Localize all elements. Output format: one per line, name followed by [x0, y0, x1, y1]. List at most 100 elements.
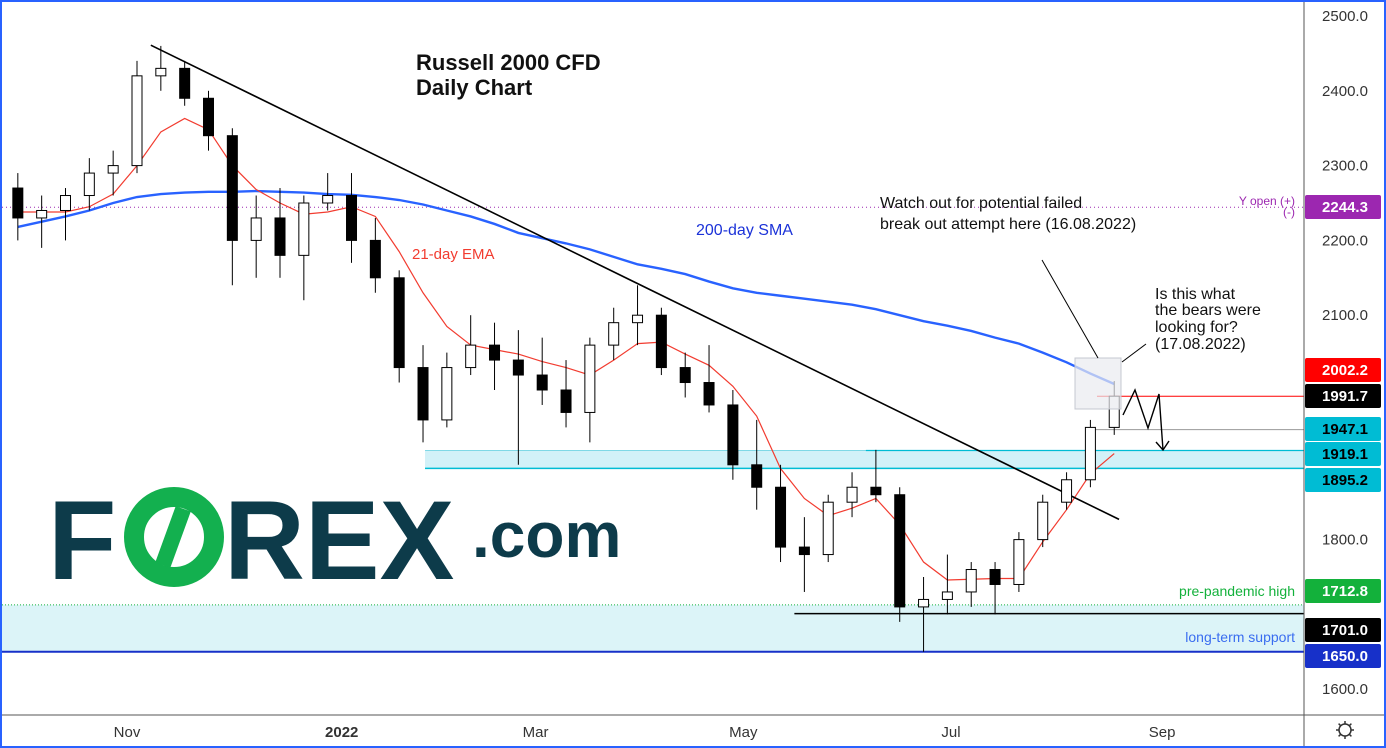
- price-badge: [1305, 468, 1381, 492]
- candle-body: [83, 172, 95, 197]
- candle-body: [989, 569, 1001, 585]
- price-badge: [1305, 442, 1381, 466]
- time-axis[interactable]: [2, 715, 1384, 746]
- price-badge-label: 1947.1: [1322, 421, 1368, 438]
- candle-body: [59, 195, 71, 211]
- candle-body: [655, 314, 667, 369]
- price-badge: [1305, 579, 1381, 603]
- price-badge: [1305, 195, 1381, 219]
- candle-body: [465, 344, 477, 369]
- pre-pandemic-high-label: pre-pandemic high: [1179, 583, 1295, 599]
- candle-body: [775, 486, 787, 548]
- time-tick-label: 2022: [325, 724, 358, 741]
- projected-path-arrow: [1122, 388, 1164, 451]
- candle-body: [941, 591, 953, 600]
- candle-body: [560, 389, 572, 413]
- candle-body: [417, 367, 429, 421]
- price-tick-label: 2200.0: [1322, 232, 1368, 249]
- chart-subtitle: Daily Chart: [416, 75, 533, 100]
- price-badge-label: 1919.1: [1322, 446, 1368, 463]
- candle-body: [346, 195, 358, 241]
- time-tick-label: May: [729, 724, 758, 741]
- candle-body: [274, 217, 286, 256]
- candle-body: [1061, 479, 1073, 503]
- annotation-note-2-line2: the bears were: [1155, 302, 1261, 319]
- annotation-pointer-2: [1121, 343, 1147, 363]
- price-tick-label: 2400.0: [1322, 83, 1368, 100]
- logo-o-icon: [124, 487, 224, 587]
- price-badge: [1305, 417, 1381, 441]
- y-open-label: Y open (+): [1239, 194, 1295, 208]
- candle-body: [393, 277, 405, 369]
- candle-body: [369, 239, 381, 279]
- sma-200-line: [17, 189, 1115, 386]
- y-open-label-minus: (-): [1283, 205, 1295, 219]
- downtrend-line: [150, 44, 1120, 521]
- long-term-support-zone: [2, 604, 1304, 652]
- annotation-note-1-line2: break out attempt here (16.08.2022): [880, 216, 1136, 233]
- candle-body: [1013, 539, 1025, 585]
- gear-icon[interactable]: [1336, 721, 1354, 739]
- candle-body: [608, 322, 620, 346]
- candle-body: [203, 97, 215, 137]
- forex-logo: F REX .com: [48, 478, 621, 603]
- candle-body: [679, 367, 691, 384]
- price-tick-label: 2100.0: [1322, 307, 1368, 324]
- price-badge-label: 1895.2: [1322, 472, 1368, 489]
- time-tick-label: Nov: [114, 724, 141, 741]
- candle-body: [36, 209, 48, 219]
- candle-body: [894, 494, 906, 608]
- candle-body: [536, 374, 548, 391]
- time-tick-label: Jul: [941, 724, 960, 741]
- annotation-note-2-line4: (17.08.2022): [1155, 336, 1246, 353]
- candle-body: [12, 187, 24, 219]
- candle-body: [179, 67, 191, 99]
- candle-body: [846, 486, 858, 503]
- arrow-head-icon: [1155, 440, 1170, 452]
- candle-body: [1037, 501, 1049, 541]
- logo-f: F: [48, 478, 116, 603]
- annotation-note-1-line1: Watch out for potential failed: [880, 195, 1082, 212]
- sma-label: 200-day SMA: [696, 222, 793, 239]
- candle-body: [250, 217, 262, 241]
- candle-body: [727, 404, 739, 466]
- price-tick-label: 1600.0: [1322, 681, 1368, 698]
- time-tick-label: Mar: [523, 724, 549, 741]
- candle-body: [322, 195, 334, 204]
- price-badge: [1305, 358, 1381, 382]
- candle-body: [870, 486, 882, 496]
- annotation-pointer-1: [1041, 259, 1099, 359]
- logo-com: .com: [472, 499, 621, 571]
- price-tick-label: 2300.0: [1322, 158, 1368, 175]
- candle-body: [298, 202, 310, 256]
- price-badge-label: 1991.7: [1322, 388, 1368, 405]
- logo-rex: REX: [224, 478, 454, 603]
- price-tick-label: 2500.0: [1322, 8, 1368, 25]
- candle-body: [107, 165, 119, 174]
- candle-body: [584, 344, 596, 413]
- support-zone: [425, 450, 1304, 469]
- price-badge: [1305, 384, 1381, 408]
- candle-body: [798, 546, 810, 556]
- long-term-support-label: long-term support: [1185, 629, 1295, 645]
- annotation-note-2-line1: Is this what: [1155, 286, 1236, 303]
- candle-body: [441, 367, 453, 421]
- candle-body: [965, 569, 977, 593]
- candle-body: [512, 359, 524, 376]
- candle-body: [703, 382, 715, 406]
- price-badge-label: 2002.2: [1322, 362, 1368, 379]
- price-badge-label: 2244.3: [1322, 199, 1368, 216]
- time-tick-label: Sep: [1149, 724, 1176, 741]
- price-badge-label: 1650.0: [1322, 648, 1368, 665]
- price-tick-label: 1800.0: [1322, 532, 1368, 549]
- chart-title: Russell 2000 CFD: [416, 50, 601, 75]
- candle-body: [632, 314, 644, 324]
- candle-body: [751, 464, 763, 488]
- candle-body: [918, 598, 930, 608]
- annotation-note-2-line3: looking for?: [1155, 319, 1238, 336]
- candle-body: [226, 135, 238, 241]
- highlight-box: [1074, 357, 1122, 410]
- price-badge: [1305, 644, 1381, 668]
